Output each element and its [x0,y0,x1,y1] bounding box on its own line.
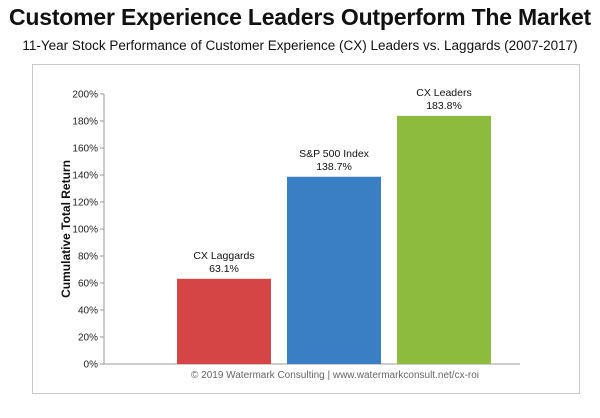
y-tick-label: 160% [72,144,98,155]
bar [287,176,381,364]
y-tick-label: 120% [72,198,98,209]
chart-footer: © 2019 Watermark Consulting | www.waterm… [190,370,480,381]
y-axis-label: Cumulative Total Return [59,160,73,298]
y-tick-label: 140% [72,171,98,182]
chart-frame [32,64,580,394]
y-tick-label: 100% [72,225,98,236]
y-tick-label: 40% [78,306,98,317]
bar-category-label: CX Leaders [416,87,471,99]
y-tick-label: 60% [78,279,98,290]
y-tick-label: 20% [78,333,98,344]
y-tick-label: 200% [72,90,98,101]
bar [177,278,271,364]
y-tick-label: 180% [72,117,98,128]
bar-value-label: 63.1% [209,263,239,275]
chart-subtitle: 11-Year Stock Performance of Customer Ex… [22,38,578,53]
bar-category-label: S&P 500 Index [299,148,370,160]
bar-value-label: 183.8% [426,100,462,112]
bar-value-label: 138.7% [316,161,352,173]
chart-title: Customer Experience Leaders Outperform T… [9,4,591,30]
bar-category-label: CX Laggards [193,250,254,262]
bar [397,115,491,365]
y-tick-label: 0% [84,360,99,371]
y-tick-label: 80% [78,252,98,263]
